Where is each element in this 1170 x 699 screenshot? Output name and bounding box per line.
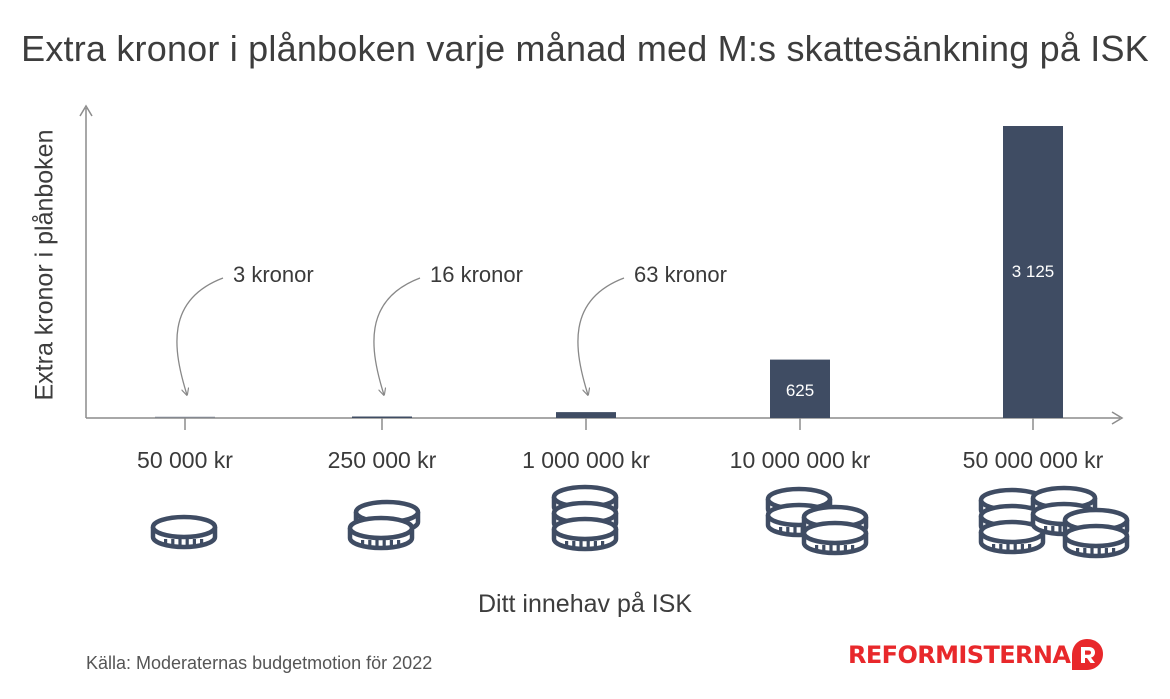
x-axis-label: Ditt innehav på ISK <box>477 590 692 618</box>
logo-mark-icon <box>1072 639 1104 670</box>
annotation-arrow <box>373 277 421 395</box>
y-axis-label: Extra kronor i plånboken <box>30 129 59 401</box>
x-tick-label: 10 000 000 kr <box>730 447 871 473</box>
coin-stack-2-icon <box>347 499 421 551</box>
x-tick-label: 250 000 kr <box>328 447 437 473</box>
bar <box>155 416 215 418</box>
coin-stack-4-icon <box>765 486 869 556</box>
bar <box>556 412 616 418</box>
data-label: 625 <box>786 381 814 400</box>
annotation-arrow <box>176 277 224 395</box>
data-label: 3 kronor <box>233 262 314 287</box>
data-label: 3 125 <box>1012 262 1055 281</box>
data-label: 16 kronor <box>430 262 523 287</box>
coin-stack-1-icon <box>150 514 218 550</box>
x-axis-arrow-icon <box>1111 411 1124 425</box>
y-axis-arrow-icon <box>79 104 93 117</box>
annotation-arrow <box>577 277 625 395</box>
bar <box>1003 126 1063 418</box>
x-tick-label: 1 000 000 kr <box>522 447 650 473</box>
coin-stack-3-icon <box>551 484 619 552</box>
reformisterna-logo: REFORMISTERNA <box>848 638 1104 672</box>
logo-text: REFORMISTERNA <box>848 641 1071 669</box>
x-tick-label: 50 000 kr <box>137 447 233 473</box>
x-tick-label: 50 000 000 kr <box>963 447 1104 473</box>
chart-title: Extra kronor i plånboken varje månad med… <box>21 28 1149 69</box>
bar <box>770 359 830 418</box>
source-note: Källa: Moderaternas budgetmotion för 202… <box>86 653 433 673</box>
data-label: 63 kronor <box>634 262 727 287</box>
coin-stack-6-icon <box>978 485 1130 559</box>
bar <box>352 416 412 418</box>
